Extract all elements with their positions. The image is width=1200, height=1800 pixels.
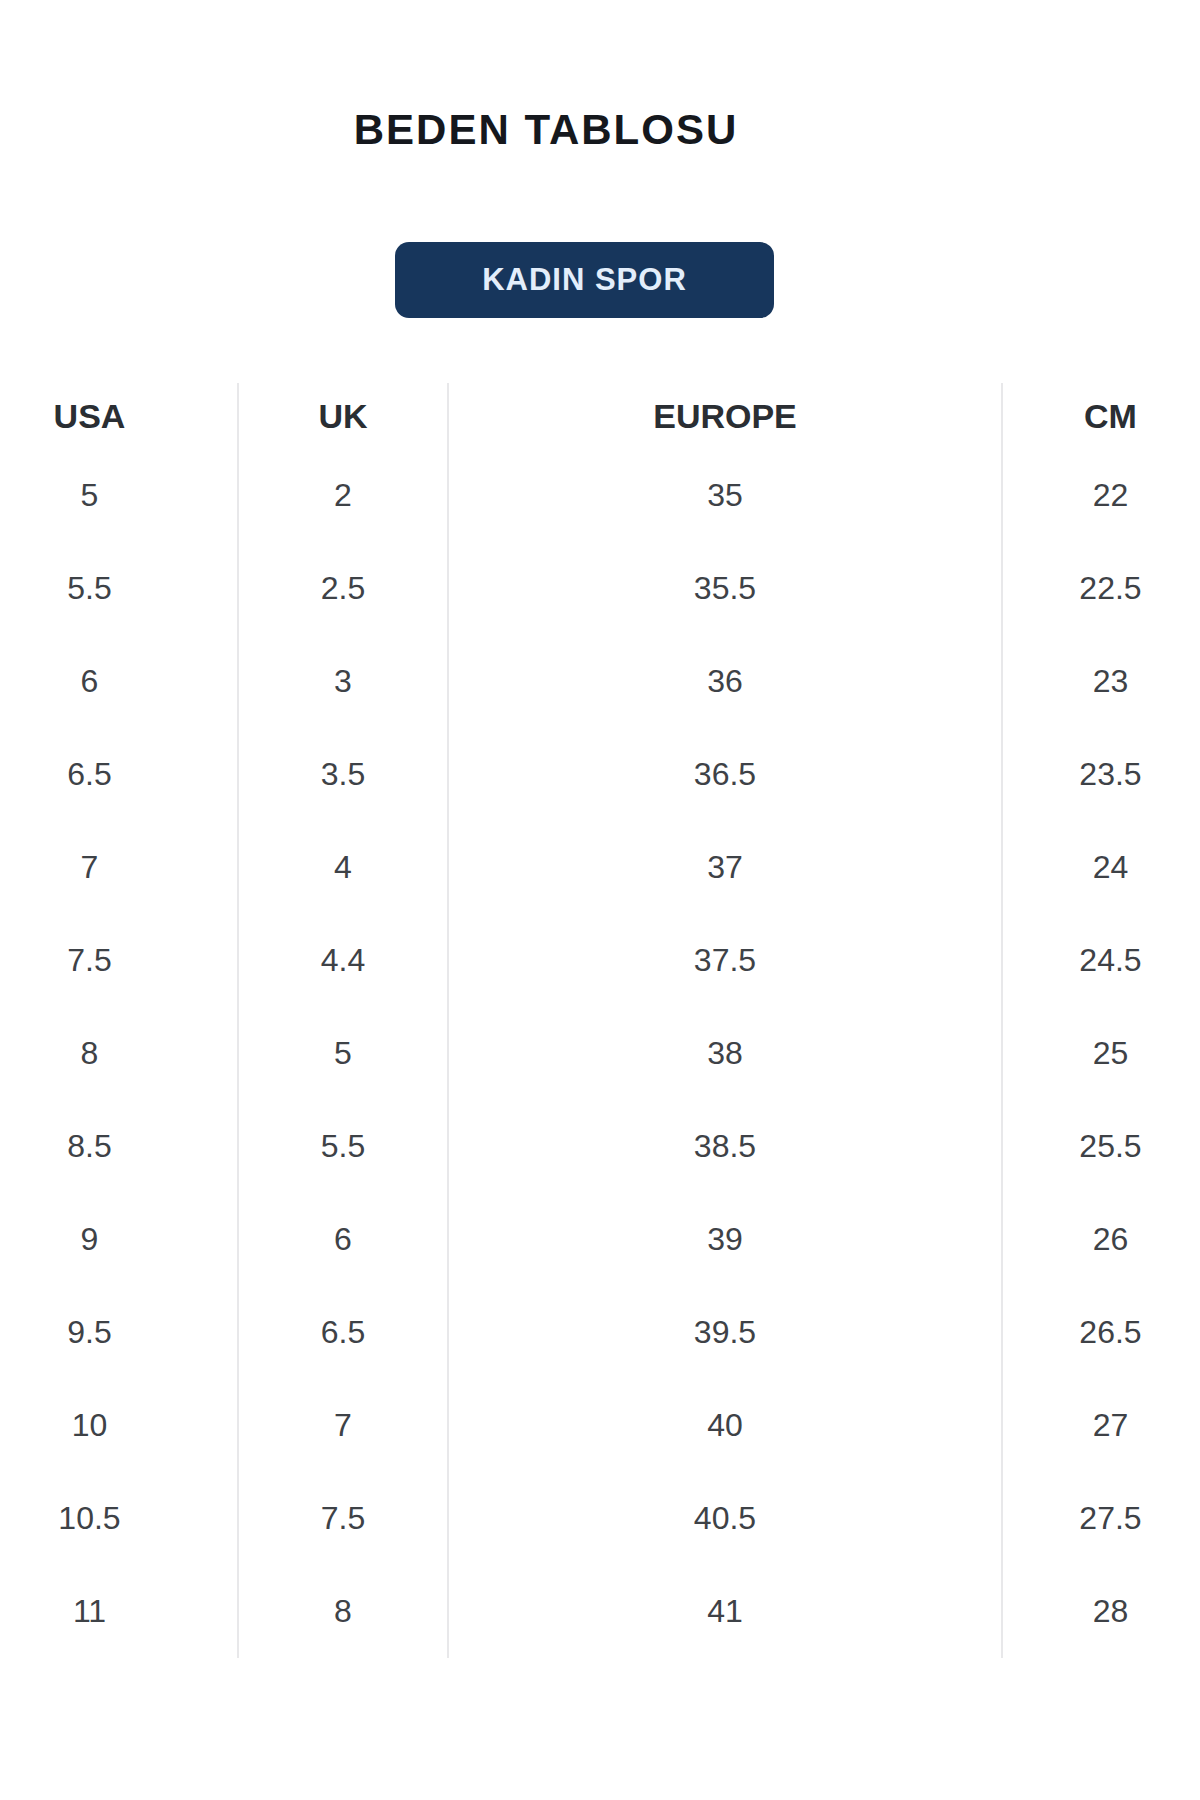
- uk-size-cell: 7.5: [238, 1472, 448, 1565]
- usa-size-cell: 5.5: [0, 542, 238, 635]
- table-row: 5.5 2.5 35.5 22.5: [0, 542, 1200, 635]
- column-header-usa: USA: [0, 383, 238, 449]
- usa-size-cell: 5: [0, 449, 238, 542]
- europe-size-cell: 35.5: [448, 542, 1002, 635]
- uk-size-cell: 6.5: [238, 1286, 448, 1379]
- uk-size-cell: 7: [238, 1379, 448, 1472]
- usa-size-cell: 10: [0, 1379, 238, 1472]
- cm-size-cell: 23.5: [1002, 728, 1200, 821]
- cm-size-cell: 22.5: [1002, 542, 1200, 635]
- cm-size-cell: 28: [1002, 1565, 1200, 1658]
- uk-size-cell: 2: [238, 449, 448, 542]
- uk-size-cell: 3.5: [238, 728, 448, 821]
- cm-size-cell: 23: [1002, 635, 1200, 728]
- table-row: 11 8 41 28: [0, 1565, 1200, 1658]
- europe-size-cell: 36.5: [448, 728, 1002, 821]
- europe-size-cell: 38.5: [448, 1100, 1002, 1193]
- table-row: 7.5 4.4 37.5 24.5: [0, 914, 1200, 1007]
- europe-size-cell: 39: [448, 1193, 1002, 1286]
- usa-size-cell: 7: [0, 821, 238, 914]
- europe-size-cell: 37: [448, 821, 1002, 914]
- table-row: 5 2 35 22: [0, 449, 1200, 542]
- column-header-europe: EUROPE: [448, 383, 1002, 449]
- europe-size-cell: 35: [448, 449, 1002, 542]
- size-conversion-table: USA UK EUROPE CM 5 2 35 22 5.5 2.5 35.5 …: [0, 383, 1200, 1658]
- usa-size-cell: 9: [0, 1193, 238, 1286]
- usa-size-cell: 10.5: [0, 1472, 238, 1565]
- europe-size-cell: 38: [448, 1007, 1002, 1100]
- uk-size-cell: 8: [238, 1565, 448, 1658]
- uk-size-cell: 3: [238, 635, 448, 728]
- table-row: 10 7 40 27: [0, 1379, 1200, 1472]
- table-row: 10.5 7.5 40.5 27.5: [0, 1472, 1200, 1565]
- uk-size-cell: 4.4: [238, 914, 448, 1007]
- table-row: 9.5 6.5 39.5 26.5: [0, 1286, 1200, 1379]
- europe-size-cell: 40: [448, 1379, 1002, 1472]
- table-row: 6.5 3.5 36.5 23.5: [0, 728, 1200, 821]
- cm-size-cell: 24.5: [1002, 914, 1200, 1007]
- table-row: 9 6 39 26: [0, 1193, 1200, 1286]
- table-row: 8 5 38 25: [0, 1007, 1200, 1100]
- usa-size-cell: 6.5: [0, 728, 238, 821]
- table-header-row: USA UK EUROPE CM: [0, 383, 1200, 449]
- cm-size-cell: 25: [1002, 1007, 1200, 1100]
- size-chart-page: BEDEN TABLOSU KADIN SPOR USA UK EUROPE C…: [0, 0, 1200, 1800]
- cm-size-cell: 26.5: [1002, 1286, 1200, 1379]
- cm-size-cell: 27: [1002, 1379, 1200, 1472]
- usa-size-cell: 7.5: [0, 914, 238, 1007]
- europe-size-cell: 36: [448, 635, 1002, 728]
- table-row: 6 3 36 23: [0, 635, 1200, 728]
- europe-size-cell: 41: [448, 1565, 1002, 1658]
- table-row: 7 4 37 24: [0, 821, 1200, 914]
- uk-size-cell: 2.5: [238, 542, 448, 635]
- cm-size-cell: 24: [1002, 821, 1200, 914]
- cm-size-cell: 22: [1002, 449, 1200, 542]
- page-title: BEDEN TABLOSU: [0, 106, 1092, 154]
- usa-size-cell: 8.5: [0, 1100, 238, 1193]
- europe-size-cell: 37.5: [448, 914, 1002, 1007]
- column-header-uk: UK: [238, 383, 448, 449]
- europe-size-cell: 40.5: [448, 1472, 1002, 1565]
- category-button-kadin-spor[interactable]: KADIN SPOR: [395, 242, 774, 318]
- uk-size-cell: 4: [238, 821, 448, 914]
- europe-size-cell: 39.5: [448, 1286, 1002, 1379]
- uk-size-cell: 5.5: [238, 1100, 448, 1193]
- uk-size-cell: 5: [238, 1007, 448, 1100]
- uk-size-cell: 6: [238, 1193, 448, 1286]
- cm-size-cell: 26: [1002, 1193, 1200, 1286]
- usa-size-cell: 11: [0, 1565, 238, 1658]
- usa-size-cell: 9.5: [0, 1286, 238, 1379]
- usa-size-cell: 6: [0, 635, 238, 728]
- cm-size-cell: 27.5: [1002, 1472, 1200, 1565]
- category-button-label: KADIN SPOR: [482, 262, 687, 298]
- usa-size-cell: 8: [0, 1007, 238, 1100]
- cm-size-cell: 25.5: [1002, 1100, 1200, 1193]
- column-header-cm: CM: [1002, 383, 1200, 449]
- table-row: 8.5 5.5 38.5 25.5: [0, 1100, 1200, 1193]
